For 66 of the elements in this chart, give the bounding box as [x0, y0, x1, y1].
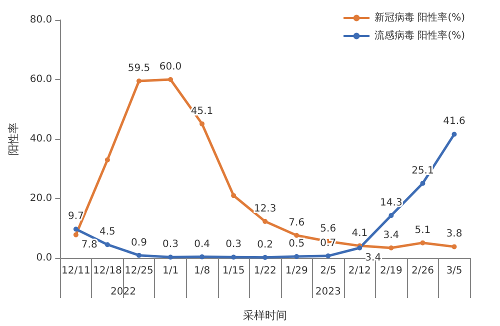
point [420, 240, 426, 246]
y-tick-label: 80.0 [30, 14, 52, 26]
data-label: 5.6 [320, 223, 336, 234]
data-label: 4.1 [352, 228, 368, 239]
x-axis-title: 采样时间 [243, 309, 288, 322]
data-label: 41.6 [443, 116, 466, 128]
x-tick-label: 3/5 [446, 266, 462, 276]
y-tick-label: 0.0 [36, 252, 52, 264]
legend-label: 新冠病毒 阳性率(%) [374, 12, 466, 24]
x-tick-label: 1/1 [162, 266, 179, 276]
x-tick-label: 2/12 [348, 266, 371, 276]
data-label: 14.3 [380, 197, 402, 208]
point [73, 232, 78, 238]
y-axis-title: 阳性率 [7, 122, 20, 156]
data-label: 0.2 [257, 239, 274, 250]
point [104, 157, 110, 162]
data-label: 4.5 [100, 226, 116, 238]
data-label: 59.5 [128, 62, 150, 74]
data-label: 60.0 [159, 62, 182, 72]
data-label: 9.7 [68, 211, 84, 222]
x-tick-label: 1/15 [222, 266, 245, 276]
point [262, 218, 268, 224]
point [388, 212, 394, 218]
point [262, 254, 268, 260]
data-label: 3.4 [383, 230, 400, 241]
x-tick-label: 2/19 [380, 266, 402, 276]
point [326, 253, 331, 258]
point [452, 132, 457, 137]
y-tick-label: 40.0 [30, 134, 52, 144]
point [420, 180, 426, 186]
point [294, 232, 300, 238]
x-tick-label: 12/18 [93, 266, 122, 276]
point [73, 226, 78, 232]
data-label: 3.8 [446, 228, 462, 240]
x-tick-label: 12/11 [62, 266, 90, 276]
data-label: 0.3 [226, 239, 242, 250]
y-tick-label: 20.0 [30, 193, 52, 204]
point [200, 254, 205, 260]
data-label: 5.1 [414, 224, 431, 236]
point [136, 252, 142, 258]
point [231, 193, 236, 198]
data-label: 0.4 [194, 238, 210, 250]
point [168, 254, 174, 260]
point [452, 244, 457, 250]
x-tick-label: 1/8 [194, 266, 210, 276]
point [136, 78, 142, 84]
point [200, 121, 205, 126]
point [294, 254, 300, 260]
data-label: 12.3 [254, 203, 276, 214]
point [388, 245, 394, 250]
y-tick-label: 60.0 [30, 74, 52, 85]
data-label: 7.8 [81, 239, 98, 250]
data-label: 0.3 [162, 239, 178, 250]
x-tick-label: 2/26 [411, 266, 434, 276]
point [168, 77, 174, 82]
data-label: 7.6 [288, 217, 305, 228]
point [231, 254, 236, 260]
x-tick-label: 2/5 [320, 266, 336, 276]
x-tick-label: 1/22 [254, 266, 276, 276]
data-label: 0.9 [131, 237, 147, 248]
x-tick-label: 1/29 [285, 266, 308, 276]
x-tick-label: 12/25 [124, 266, 154, 276]
text: 2023 [315, 286, 341, 298]
point [104, 242, 110, 248]
legend-label: 流感病毒 阳性率(%) [374, 30, 466, 42]
data-label: 0.5 [288, 238, 305, 250]
